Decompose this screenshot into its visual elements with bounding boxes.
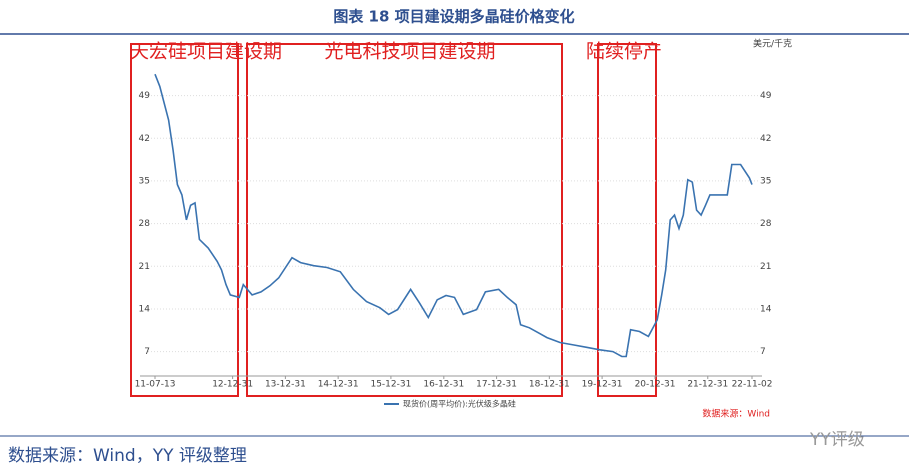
- y-unit: 美元/千克: [753, 38, 792, 50]
- annotation: 光电科技项目建设期: [324, 41, 495, 63]
- y-tick-label: 35: [760, 176, 771, 186]
- y-tick-label: 42: [139, 134, 150, 144]
- y-tick-label: 42: [760, 134, 771, 144]
- y-tick-label: 21: [760, 262, 771, 272]
- x-tick-label: 20-12-31: [635, 380, 676, 390]
- y-tick-label: 35: [139, 176, 150, 186]
- data-line: [154, 73, 753, 358]
- x-tick-label: 17-12-31: [476, 380, 517, 390]
- x-tick-label: 15-12-31: [370, 380, 411, 390]
- y-tick-label: 49: [760, 91, 772, 101]
- x-tick-label: 21-12-31: [687, 380, 728, 390]
- y-tick-label: 14: [139, 304, 151, 314]
- x-tick-label: 18-12-31: [529, 380, 570, 390]
- annotation: 天宏硅项目建设期: [130, 41, 282, 63]
- footer: 数据来源：Wind，YY 评级整理: [8, 446, 247, 466]
- y-tick-label: 7: [760, 347, 766, 357]
- source: 数据来源：Wind: [702, 408, 770, 420]
- y-tick-label: 14: [760, 304, 772, 314]
- x-tick-label: 19-12-31: [582, 380, 623, 390]
- y-tick-label: 28: [139, 219, 151, 229]
- annotation-box: [597, 43, 657, 397]
- y-tick-label: 28: [760, 219, 772, 229]
- chart-title: 图表 18 项目建设期多晶硅价格变化: [333, 8, 574, 26]
- x-tick-label: 22-11-02: [732, 380, 773, 390]
- y-tick-label: 7: [144, 347, 150, 357]
- x-tick-label: 16-12-31: [423, 380, 464, 390]
- annotation-box: [246, 43, 563, 397]
- annotation: 陆续停产: [586, 41, 662, 63]
- y-tick-label: 21: [139, 262, 150, 272]
- x-tick-label: 12-12-31: [212, 380, 253, 390]
- annotation-box: [130, 43, 239, 397]
- x-tick-label: 13-12-31: [265, 380, 306, 390]
- x-tick-label: 14-12-31: [318, 380, 359, 390]
- y-tick-label: 49: [139, 91, 151, 101]
- x-tick-label: 11-07-13: [135, 380, 176, 390]
- watermark: YY评级: [809, 430, 865, 450]
- legend-label: 现货价(周平均价):光伏级多晶硅: [403, 399, 516, 409]
